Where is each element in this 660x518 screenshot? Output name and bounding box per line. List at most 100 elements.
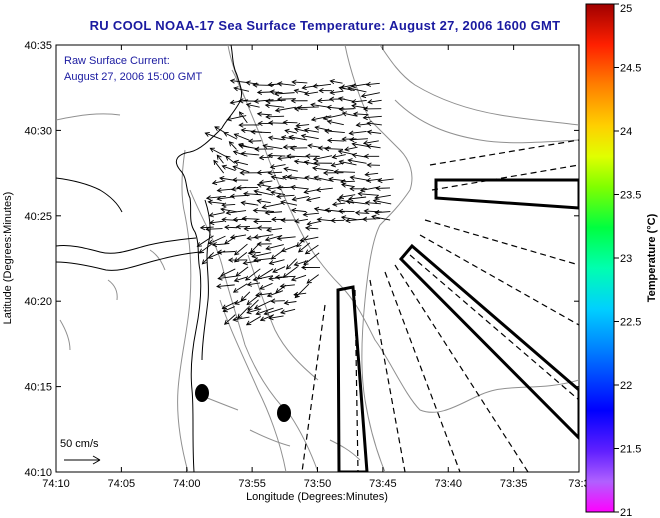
current-vector — [262, 143, 283, 150]
current-vector — [349, 136, 368, 143]
current-vector — [209, 147, 226, 157]
current-vector — [270, 298, 285, 304]
current-vector — [293, 88, 308, 94]
current-vector — [267, 135, 284, 141]
current-vector — [361, 216, 381, 222]
current-vector — [349, 186, 367, 192]
current-vector — [304, 244, 319, 255]
current-vector — [313, 175, 334, 182]
current-vector — [274, 274, 296, 280]
current-vector — [306, 274, 319, 284]
current-vector — [232, 165, 250, 173]
current-vector — [243, 226, 259, 232]
current-vector — [270, 190, 286, 196]
current-vector — [225, 210, 247, 216]
current-vector — [243, 191, 262, 197]
current-vector — [256, 198, 271, 204]
current-vector — [352, 111, 369, 117]
current-vector — [345, 199, 367, 205]
current-vector — [276, 235, 296, 241]
current-vector — [351, 141, 370, 148]
current-vector — [204, 131, 223, 140]
current-vector — [256, 241, 272, 247]
current-vector — [293, 159, 310, 165]
current-vector — [366, 162, 380, 168]
current-vector — [305, 196, 321, 202]
current-vector — [347, 86, 367, 93]
current-vector — [363, 153, 380, 159]
current-vector — [228, 141, 237, 150]
current-vector — [338, 208, 355, 214]
colorbar-label: Temperature (°C) — [646, 213, 658, 302]
current-vector — [317, 97, 332, 104]
current-vector — [237, 307, 249, 319]
current-vector — [282, 144, 297, 150]
current-vector — [270, 174, 284, 180]
current-vector — [286, 153, 307, 159]
current-vector — [366, 143, 381, 149]
current-vector — [322, 114, 343, 121]
current-vector — [235, 266, 249, 277]
current-vector — [196, 235, 214, 247]
current-vector — [366, 120, 382, 127]
current-vector — [351, 103, 368, 109]
colorbar-tick-label: 24.5 — [620, 63, 641, 75]
current-vector — [252, 208, 274, 214]
colorbar-tick-label: 21 — [620, 507, 632, 518]
bathymetry-contours — [56, 45, 579, 472]
current-vector — [216, 283, 235, 289]
current-vector — [240, 151, 260, 157]
current-vector — [338, 96, 355, 102]
current-vector — [283, 300, 297, 306]
current-vector — [310, 115, 332, 122]
current-vector — [362, 114, 382, 121]
current-vector — [211, 242, 226, 248]
current-vector — [304, 225, 319, 231]
current-vector — [340, 179, 356, 185]
current-vector — [372, 198, 392, 205]
current-vector — [299, 236, 319, 243]
current-vector — [232, 283, 248, 293]
current-vector — [360, 92, 380, 99]
current-vector — [267, 152, 286, 159]
current-vector — [306, 220, 321, 227]
current-vector — [233, 276, 247, 283]
current-vector — [252, 275, 273, 282]
current-vector — [255, 292, 273, 298]
current-vector — [269, 164, 286, 170]
current-vector — [245, 316, 261, 326]
current-vector — [233, 133, 250, 141]
current-vector — [354, 210, 370, 216]
current-vector — [253, 300, 272, 310]
colorbar: 25 24.5 24 23.5 23 22.5 22 21.5 21 Temperature (… — [585, 3, 658, 518]
current-vector — [255, 307, 274, 316]
current-vector — [341, 136, 357, 142]
surface-current-vectors — [196, 78, 394, 326]
current-vector — [253, 234, 274, 240]
current-vector — [245, 102, 260, 108]
current-vector — [314, 125, 332, 132]
current-vector — [289, 145, 308, 151]
current-vector — [266, 227, 283, 233]
current-vector — [371, 214, 391, 221]
x-tick-label: 73:3 — [568, 478, 589, 490]
current-vector — [245, 80, 259, 86]
current-vector — [290, 98, 308, 104]
current-vector — [265, 98, 286, 104]
current-vector — [236, 185, 259, 191]
current-vector — [265, 114, 285, 120]
current-vector — [366, 129, 382, 135]
current-vector — [264, 102, 285, 109]
current-vector — [290, 274, 307, 282]
current-vector — [365, 177, 382, 183]
colorbar-tick-label: 22.5 — [620, 317, 641, 329]
current-vector — [266, 290, 284, 298]
current-vector — [261, 202, 283, 210]
current-vector — [357, 191, 379, 197]
current-vector — [338, 106, 355, 112]
current-vector — [316, 217, 333, 223]
current-vector — [199, 225, 214, 231]
current-vector — [341, 111, 358, 117]
current-vector — [374, 194, 391, 200]
current-vector — [286, 174, 307, 180]
